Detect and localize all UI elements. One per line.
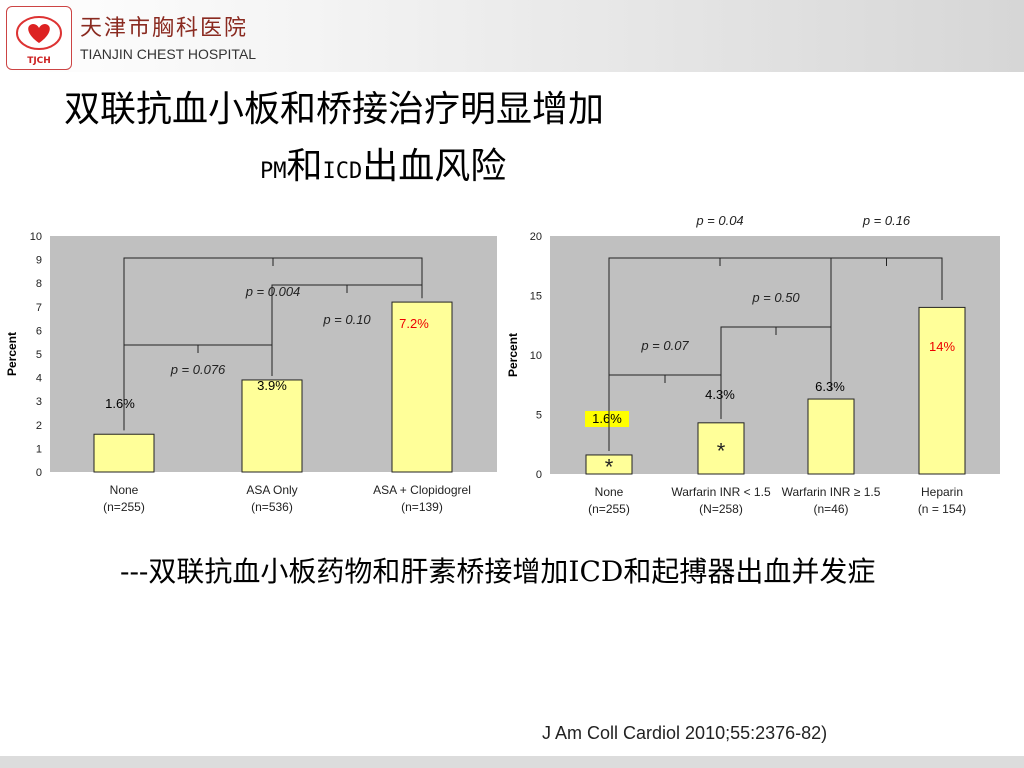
p-value-label: p = 0.10 bbox=[322, 312, 371, 327]
header-bar: TJCH 天津市胸科医院 TIANJIN CHEST HOSPITAL bbox=[0, 0, 1024, 72]
y-tick-label: 5 bbox=[36, 349, 42, 361]
bar bbox=[807, 398, 855, 475]
x-tick-label: (n=139) bbox=[401, 500, 443, 514]
x-tick-label: None bbox=[595, 485, 624, 499]
p-value-label: p = 0.04 bbox=[695, 213, 743, 228]
chart-anticoagulant: 0 5 10 15 20 Percent None (n=255) Warfarin INR <… bbox=[506, 213, 1000, 516]
title-icd: ICD bbox=[322, 159, 363, 184]
y-tick-label: 20 bbox=[530, 231, 542, 243]
value-label: 14% bbox=[929, 339, 955, 354]
logo-text: TJCH bbox=[27, 56, 51, 66]
x-tick-label: None bbox=[110, 483, 139, 497]
slide-title-line1: 双联抗血小板和桥接治疗明显增加 bbox=[64, 89, 605, 130]
value-label: 6.3% bbox=[815, 379, 845, 394]
y-tick-label: 1 bbox=[36, 443, 42, 455]
y-tick-label: 0 bbox=[536, 469, 542, 481]
footer-bar bbox=[0, 756, 1024, 768]
hospital-name-cn: 天津市胸科医院 bbox=[80, 16, 249, 41]
value-label: 1.6% bbox=[592, 411, 622, 426]
p-value-label: p = 0.076 bbox=[170, 362, 226, 377]
x-tick-label: Warfarin INR < 1.5 bbox=[671, 485, 771, 499]
title-pm: PM bbox=[260, 159, 287, 184]
x-tick-label: ASA Only bbox=[246, 483, 297, 497]
x-tick-label: Heparin bbox=[921, 485, 963, 499]
x-tick-label: (n=255) bbox=[103, 500, 145, 514]
bar bbox=[697, 422, 745, 475]
value-label: 4.3% bbox=[705, 387, 735, 402]
p-value-label: p = 0.50 bbox=[751, 290, 800, 305]
y-tick-label: 2 bbox=[36, 420, 42, 432]
value-label: 3.9% bbox=[257, 378, 287, 393]
bar bbox=[585, 454, 633, 475]
y-tick-label: 4 bbox=[36, 373, 42, 385]
x-tick-label: (n = 154) bbox=[918, 502, 966, 516]
p-value-label: p = 0.004 bbox=[245, 284, 301, 299]
title-and: 和 bbox=[286, 146, 323, 187]
bar bbox=[93, 433, 155, 473]
heart-icon bbox=[16, 16, 62, 50]
value-label-highlight bbox=[585, 411, 629, 427]
y-tick-label: 15 bbox=[530, 291, 542, 303]
title-risk: 出血风险 bbox=[362, 146, 507, 187]
bar-marker: * bbox=[717, 438, 726, 463]
x-tick-label: Warfarin INR ≥ 1.5 bbox=[782, 485, 881, 499]
y-axis-label: Percent bbox=[506, 333, 520, 377]
bar bbox=[918, 306, 966, 475]
y-tick-label: 0 bbox=[36, 467, 42, 479]
hospital-logo: TJCH bbox=[6, 6, 72, 70]
chart-antiplatelet: 0 1 2 3 4 5 6 7 8 9 10 Percent None (n=255) ASA Only (n… bbox=[5, 231, 497, 514]
x-tick-label: ASA + Clopidogrel bbox=[373, 483, 471, 497]
y-tick-label: 5 bbox=[536, 410, 542, 422]
x-tick-label: (n=255) bbox=[588, 502, 630, 516]
p-value-label: p = 0.07 bbox=[640, 338, 689, 353]
y-tick-label: 10 bbox=[530, 350, 542, 362]
x-tick-label: (N=258) bbox=[699, 502, 743, 516]
y-tick-label: 7 bbox=[36, 302, 42, 314]
bar bbox=[241, 379, 303, 473]
x-tick-label: (n=46) bbox=[813, 502, 848, 516]
citation: J Am Coll Cardiol 2010;55:2376-82) bbox=[542, 723, 828, 743]
hospital-name-en: TIANJIN CHEST HOSPITAL bbox=[80, 46, 257, 62]
y-tick-label: 10 bbox=[30, 231, 42, 243]
x-tick-label: (n=536) bbox=[251, 500, 293, 514]
value-label: 7.2% bbox=[399, 316, 429, 331]
bar-marker: * bbox=[605, 454, 614, 479]
value-label: 1.6% bbox=[105, 396, 135, 411]
slide-title-line2: PM和ICD出血风险 bbox=[260, 137, 506, 189]
bar bbox=[391, 301, 453, 473]
y-tick-label: 8 bbox=[36, 278, 42, 290]
slide-note: ---双联抗血小板药物和肝素桥接增加ICD和起搏器出血并发症 bbox=[120, 555, 876, 588]
y-tick-label: 3 bbox=[36, 396, 42, 408]
y-tick-label: 9 bbox=[36, 255, 42, 267]
y-axis-label: Percent bbox=[5, 332, 19, 376]
p-value-label: p = 0.16 bbox=[862, 213, 911, 228]
y-tick-label: 6 bbox=[36, 325, 42, 337]
